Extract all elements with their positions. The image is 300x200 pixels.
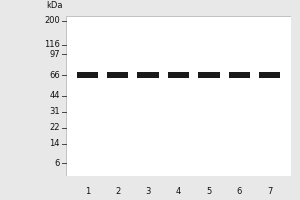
Bar: [66, 16, 291, 176]
Text: 5: 5: [206, 187, 211, 196]
Bar: [107, 72, 128, 78]
Text: 22: 22: [50, 123, 60, 132]
Bar: [76, 72, 98, 78]
Bar: [137, 72, 159, 78]
Bar: [229, 72, 250, 78]
Text: 14: 14: [50, 140, 60, 148]
Text: 97: 97: [50, 50, 60, 59]
Text: 4: 4: [176, 187, 181, 196]
Text: 200: 200: [44, 16, 60, 25]
Text: 31: 31: [50, 107, 60, 116]
Text: 2: 2: [115, 187, 120, 196]
Text: 1: 1: [85, 187, 90, 196]
Bar: [168, 72, 189, 78]
Text: 7: 7: [267, 187, 272, 196]
Text: 66: 66: [49, 71, 60, 80]
Bar: [198, 72, 220, 78]
Text: 3: 3: [146, 187, 151, 196]
Text: 116: 116: [44, 40, 60, 49]
Text: kDa: kDa: [46, 1, 63, 10]
Text: 6: 6: [237, 187, 242, 196]
Bar: [259, 72, 280, 78]
Text: 6: 6: [55, 159, 60, 168]
Text: 44: 44: [50, 92, 60, 100]
